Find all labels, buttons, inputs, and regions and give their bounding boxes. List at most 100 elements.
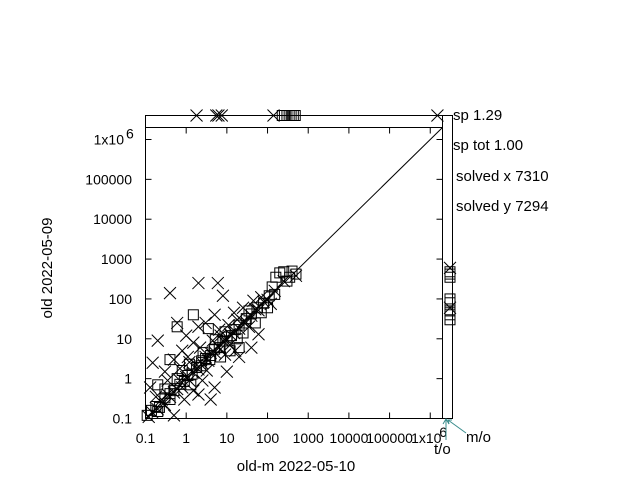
data-point-square (286, 265, 298, 277)
data-point-square (255, 307, 267, 319)
mo-arrow-head (447, 419, 452, 425)
y-tick-label: 100000 (85, 171, 132, 187)
unsolved-y-marker (444, 266, 456, 278)
y-tick-label: 0.1 (113, 411, 133, 427)
y-tick-label: 1000 (101, 251, 132, 267)
data-point-square (233, 342, 245, 354)
x-tick-label: 0.1 (136, 430, 156, 446)
data-point-cross (196, 374, 209, 387)
data-point-square (269, 288, 281, 300)
x-tick-label: 10000 (329, 430, 368, 446)
unsolved-x-marker (209, 109, 223, 122)
data-point-square (219, 326, 231, 338)
tick-marks (145, 127, 443, 419)
data-point-cross (163, 286, 177, 300)
data-point-cross (211, 276, 225, 290)
data-point-cross (216, 289, 230, 303)
stat-solved-x: solved x 7310 (456, 168, 549, 185)
data-point-square (174, 378, 186, 390)
data-point-cross (146, 356, 160, 370)
data-point-square (209, 334, 221, 346)
unsolved-x-marker (289, 110, 301, 121)
data-point-cross (192, 276, 205, 290)
data-point-square (164, 354, 176, 366)
unsolved-y-marker (444, 268, 456, 280)
data-point-square (152, 405, 164, 417)
data-point-cross (181, 350, 195, 364)
data-point-square (270, 271, 282, 283)
data-point-square (168, 385, 180, 397)
y-tick-labels: 0.1 1 10 100 1000 10000 100000 1x10 6 (85, 125, 134, 426)
x-tick-label-exponent: 6 (439, 424, 447, 440)
unsolved-y-marker (444, 293, 456, 305)
data-point-square (183, 358, 195, 370)
unsolved-y-marker (444, 305, 456, 317)
unsolved-x-marker (215, 109, 229, 122)
unsolved-x-marker (212, 109, 225, 122)
data-point-square (202, 323, 214, 335)
data-point-square (249, 317, 261, 329)
y-tick-label: 1 (124, 371, 132, 387)
data-point-cross (183, 355, 196, 369)
to-label: t/o (434, 441, 451, 458)
y-tick-label: 10 (116, 331, 132, 347)
data-point-cross (252, 327, 265, 341)
data-point-cross (200, 364, 214, 377)
x-tick-label: 100 (256, 430, 280, 446)
data-point-cross (227, 306, 241, 320)
y-axis-label: old 2022-05-09 (39, 218, 56, 319)
data-point-square (290, 268, 302, 280)
data-point-square (233, 319, 245, 331)
unsolved-y-marker (443, 301, 457, 315)
data-point-square (237, 327, 249, 339)
y-tick-label: 100 (109, 291, 133, 307)
data-point-cross (199, 316, 212, 330)
data-points (141, 265, 303, 424)
data-point-cross (212, 323, 226, 336)
data-point-cross (257, 295, 270, 309)
data-point-cross (254, 290, 268, 304)
mo-label: m/o (466, 429, 491, 446)
x-axis-label: old-m 2022-05-10 (237, 458, 355, 475)
data-point-square (152, 379, 164, 391)
stat-sp-tot: sp tot 1.00 (453, 137, 523, 154)
data-point-cross (143, 381, 157, 394)
y-tick-label-exponent: 6 (126, 125, 134, 141)
data-point-cross (236, 301, 250, 315)
data-point-cross (192, 388, 205, 401)
data-point-cross (208, 308, 221, 322)
data-point-cross (173, 362, 187, 375)
data-point-cross (208, 381, 221, 394)
data-point-square (231, 333, 243, 345)
x-tick-label: 1000 (293, 430, 324, 446)
data-point-cross (204, 393, 218, 406)
stat-sp: sp 1.29 (453, 107, 502, 124)
data-point-cross (170, 316, 184, 330)
data-point-square (213, 342, 225, 354)
data-point-square (225, 330, 237, 342)
data-point-square (159, 383, 171, 395)
data-point-square (204, 354, 216, 366)
data-point-cross (222, 318, 235, 332)
unsolved-y-marker (443, 261, 457, 275)
data-point-square (171, 373, 183, 385)
data-point-cross (167, 408, 181, 422)
to-arrow-head (442, 418, 450, 425)
data-point-square (197, 347, 209, 359)
diagonal-reference-line (145, 127, 443, 419)
data-point-square (224, 345, 236, 357)
data-point-cross (151, 334, 165, 347)
data-point-cross (192, 320, 205, 334)
data-point-cross (244, 341, 258, 354)
data-point-square (145, 404, 157, 416)
unsolved-x-marker (190, 109, 203, 122)
data-point-cross (158, 365, 172, 378)
data-point-cross (242, 320, 256, 334)
x-tick-label: 1 (182, 430, 190, 446)
data-point-cross (186, 336, 200, 350)
x-tick-label: 10 (219, 430, 235, 446)
data-point-square (187, 309, 199, 321)
data-point-square (284, 271, 296, 283)
data-point-square (243, 305, 255, 317)
